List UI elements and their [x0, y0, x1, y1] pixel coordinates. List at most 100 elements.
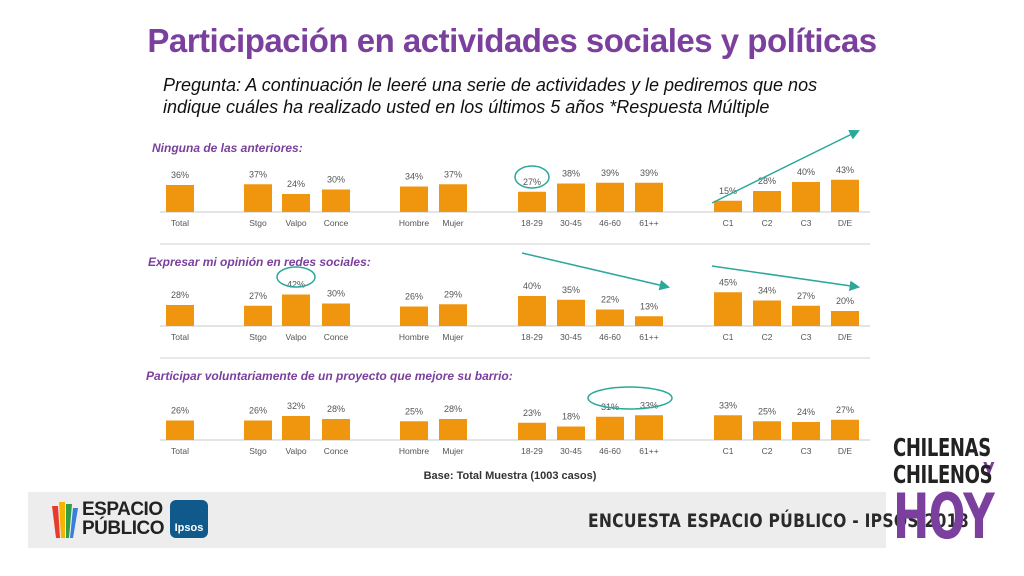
question-line-2: indique cuáles ha realizado usted en los…	[163, 97, 770, 117]
category-label: Valpo	[285, 218, 306, 228]
category-label: 18-29	[521, 332, 543, 342]
category-label: Stgo	[249, 218, 267, 228]
bar-value-label: 28%	[444, 404, 462, 414]
bar	[166, 420, 194, 440]
bar	[557, 299, 585, 326]
bar	[714, 292, 742, 326]
bar	[322, 189, 350, 212]
category-label: 30-45	[560, 218, 582, 228]
page-title: Participación en actividades sociales y …	[147, 22, 877, 59]
bar	[400, 306, 428, 326]
highlight-ellipse	[276, 266, 316, 288]
highlight-ellipse	[587, 386, 673, 410]
bar-value-label: 33%	[719, 400, 737, 410]
bar-value-label: 36%	[171, 170, 189, 180]
bar	[792, 182, 820, 212]
category-label: 46-60	[599, 218, 621, 228]
bar	[439, 304, 467, 326]
survey-question: Pregunta: A continuación le leeré una se…	[163, 74, 883, 118]
category-label: Total	[171, 446, 189, 456]
chart-title: Expresar mi opinión en redes sociales:	[148, 255, 371, 269]
bar-value-label: 27%	[523, 177, 541, 187]
category-label: Hombre	[399, 332, 430, 342]
bar	[753, 300, 781, 326]
bar-value-label: 27%	[249, 291, 267, 301]
chart-title: Ninguna de las anteriores:	[152, 141, 303, 155]
bar-value-label: 27%	[797, 291, 815, 301]
bar	[635, 182, 663, 212]
bar-value-label: 13%	[640, 301, 658, 311]
bar-value-label: 25%	[405, 406, 423, 416]
category-label: Mujer	[442, 218, 463, 228]
category-label: Mujer	[442, 332, 463, 342]
bar	[439, 419, 467, 440]
bar	[792, 305, 820, 326]
trend-arrow	[711, 265, 861, 292]
category-label: Total	[171, 332, 189, 342]
category-label: C2	[762, 446, 773, 456]
ipsos-logo: Ipsos	[170, 500, 208, 538]
category-label: Valpo	[285, 446, 306, 456]
bar-value-label: 35%	[562, 285, 580, 295]
bar	[714, 415, 742, 440]
category-label: 30-45	[560, 332, 582, 342]
espacio-logo-line1: ESPACIO	[82, 499, 163, 520]
survey-label: ENCUESTA ESPACIO PÚBLICO - IPSOS 2018	[588, 510, 969, 532]
category-label: Valpo	[285, 332, 306, 342]
bar-value-label: 26%	[171, 406, 189, 416]
bar	[596, 182, 624, 212]
bar	[166, 185, 194, 212]
chilenas-chilenos-hoy-logo: CHILENAS y CHILENOS HOY	[893, 434, 1003, 548]
category-label: Total	[171, 218, 189, 228]
category-label: Hombre	[399, 218, 430, 228]
category-label: C3	[801, 218, 812, 228]
bar	[635, 415, 663, 440]
category-label: 46-60	[599, 446, 621, 456]
bar-value-label: 22%	[601, 295, 619, 305]
bar-value-label: 40%	[523, 281, 541, 291]
category-label: Conce	[324, 218, 349, 228]
bar-value-label: 32%	[287, 401, 305, 411]
bar-value-label: 34%	[758, 286, 776, 296]
bar-value-label: 37%	[249, 169, 267, 179]
bar-value-label: 34%	[405, 172, 423, 182]
category-label: C1	[723, 218, 734, 228]
bar	[714, 200, 742, 212]
bar	[244, 305, 272, 326]
bar	[282, 416, 310, 440]
bar-value-label: 28%	[758, 176, 776, 186]
bar-value-label: 33%	[640, 400, 658, 410]
category-label: 61++	[639, 218, 658, 228]
bar	[244, 420, 272, 440]
bar-value-label: 24%	[287, 179, 305, 189]
bar	[753, 421, 781, 440]
bar	[244, 184, 272, 212]
bar-value-label: 23%	[523, 408, 541, 418]
question-line-1: Pregunta: A continuación le leeré una se…	[163, 75, 818, 95]
bar	[400, 186, 428, 212]
category-label: 46-60	[599, 332, 621, 342]
bar	[518, 296, 546, 326]
category-label: Stgo	[249, 332, 267, 342]
bar	[439, 184, 467, 212]
bar	[400, 421, 428, 440]
base-note: Base: Total Muestra (1003 casos)	[423, 470, 597, 482]
bar-value-label: 27%	[836, 405, 854, 415]
category-label: 18-29	[521, 218, 543, 228]
brand-connector: y	[983, 456, 995, 477]
bar	[322, 303, 350, 326]
bar	[831, 419, 859, 440]
bar-value-label: 37%	[444, 169, 462, 179]
category-label: 18-29	[521, 446, 543, 456]
category-label: 30-45	[560, 446, 582, 456]
bar	[282, 194, 310, 212]
highlight-ellipse	[514, 165, 550, 189]
bar	[518, 191, 546, 212]
bar-value-label: 30%	[327, 175, 345, 185]
espacio-publico-logo: ESPACIO PÚBLICO	[50, 498, 170, 544]
bar	[166, 305, 194, 326]
bar-value-label: 18%	[562, 412, 580, 422]
brand-line3: HOY	[893, 480, 995, 553]
bar-value-label: 43%	[836, 165, 854, 175]
bar-value-label: 39%	[601, 168, 619, 178]
